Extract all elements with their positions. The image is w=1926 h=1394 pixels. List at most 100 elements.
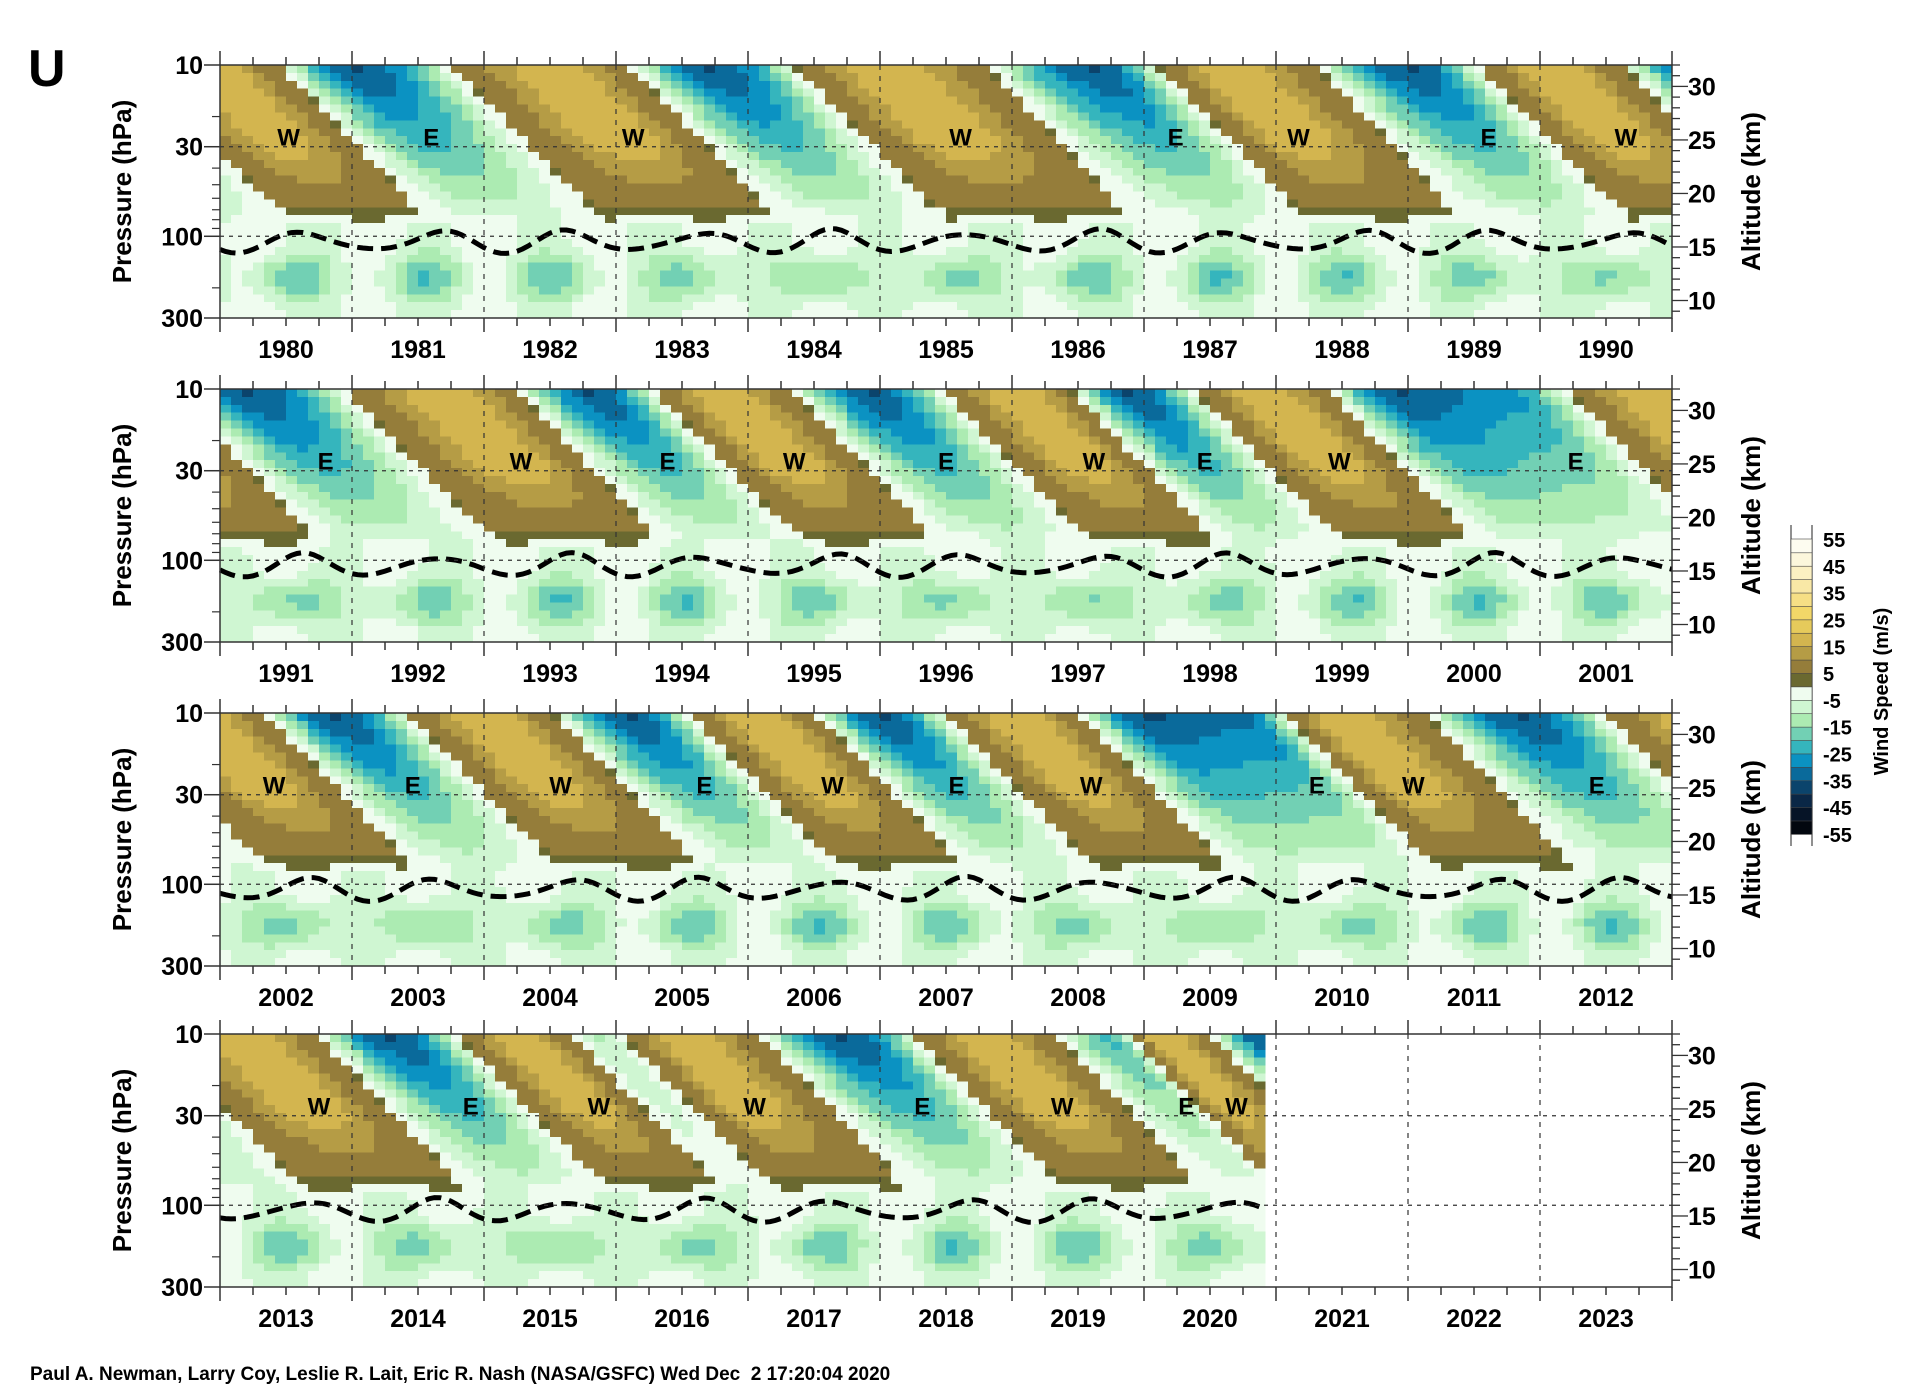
heatmap-cell: [1012, 238, 1024, 248]
heatmap-cell: [825, 136, 837, 145]
pressure-tick-label: 100: [161, 223, 203, 251]
heatmap-cell: [275, 499, 287, 509]
heatmap-cell: [748, 167, 760, 177]
heatmap-cell: [1089, 159, 1101, 169]
heatmap-cell: [1089, 183, 1101, 193]
heatmap-cell: [1298, 120, 1310, 129]
heatmap-cell: [1650, 302, 1662, 311]
heatmap-cell: [1001, 104, 1013, 114]
heatmap-cell: [836, 262, 848, 272]
heatmap-cell: [528, 310, 540, 319]
heatmap-cell: [1595, 278, 1607, 287]
heatmap-cell: [572, 270, 584, 280]
heatmap-cell: [242, 104, 254, 114]
heatmap-cell: [1639, 159, 1651, 169]
heatmap-cell: [374, 523, 386, 532]
heatmap-cell: [1430, 294, 1442, 303]
heatmap-cell: [737, 144, 749, 153]
heatmap-cell: [671, 286, 683, 295]
heatmap-cell: [1452, 223, 1464, 232]
heatmap-cell: [363, 428, 375, 438]
heatmap-cell: [1496, 294, 1508, 303]
heatmap-cell: [352, 444, 364, 453]
panel-1991-2001: 1991 1992 1993 1994 1995 1996 1997 1998 1999 2000…: [107, 375, 1766, 688]
heatmap-cell: [1452, 167, 1464, 177]
heatmap-cell: [1419, 278, 1431, 287]
heatmap-cell: [847, 128, 859, 137]
heatmap-cell: [253, 270, 265, 280]
heatmap-cell: [1243, 88, 1255, 98]
heatmap-cell: [583, 294, 595, 303]
heatmap-cell: [308, 104, 320, 114]
heatmap-cell: [1287, 238, 1299, 248]
heatmap-cell: [979, 254, 991, 264]
heatmap-cell: [517, 191, 529, 201]
heatmap-cell: [220, 483, 232, 493]
heatmap-cell: [1419, 310, 1431, 319]
heatmap-cell: [627, 136, 639, 145]
heatmap-cell: [1386, 199, 1398, 208]
heatmap-cell: [220, 183, 232, 193]
heatmap-cell: [1188, 65, 1200, 74]
heatmap-cell: [781, 151, 793, 161]
heatmap-cell: [1386, 254, 1398, 264]
heatmap-cell: [572, 88, 584, 98]
heatmap-cell: [1177, 183, 1189, 193]
heatmap-cell: [1232, 270, 1244, 280]
heatmap-cell: [561, 302, 573, 311]
heatmap-cell: [814, 65, 826, 74]
heatmap-cell: [1331, 310, 1343, 319]
heatmap-cell: [781, 112, 793, 121]
heatmap-cell: [253, 594, 265, 604]
heatmap-cell: [385, 215, 397, 224]
heatmap-cell: [693, 246, 705, 256]
heatmap-cell: [1045, 223, 1057, 232]
heatmap-cell: [572, 159, 584, 169]
heatmap-cell: [242, 144, 254, 153]
heatmap-cell: [561, 191, 573, 201]
heatmap-cell: [418, 404, 430, 414]
heatmap-cell: [1045, 96, 1057, 106]
heatmap-cell: [517, 65, 529, 74]
heatmap-cell: [759, 151, 771, 161]
heatmap-cell: [1122, 278, 1134, 287]
heatmap-cell: [1430, 136, 1442, 145]
heatmap-cell: [242, 634, 254, 643]
heatmap-cell: [374, 594, 386, 604]
heatmap-cell: [693, 215, 705, 224]
heatmap-cell: [1287, 294, 1299, 303]
heatmap-cell: [1474, 120, 1486, 129]
heatmap-cell: [946, 262, 958, 272]
heatmap-cell: [869, 294, 881, 303]
heatmap-cell: [286, 294, 298, 303]
heatmap-cell: [330, 610, 342, 619]
heatmap-cell: [1375, 88, 1387, 98]
heatmap-cell: [1232, 120, 1244, 129]
heatmap-cell: [924, 310, 936, 319]
heatmap-cell: [682, 254, 694, 264]
heatmap-cell: [1221, 183, 1233, 193]
heatmap-cell: [1320, 294, 1332, 303]
heatmap-cell: [880, 144, 892, 153]
heatmap-cell: [319, 404, 331, 414]
heatmap-cell: [1617, 199, 1629, 208]
heatmap-cell: [1485, 175, 1497, 185]
heatmap-cell: [825, 183, 837, 193]
heatmap-cell: [660, 167, 672, 177]
heatmap-cell: [1353, 112, 1365, 121]
heatmap-cell: [1485, 231, 1497, 240]
heatmap-cell: [220, 65, 232, 74]
heatmap-cell: [242, 483, 254, 493]
heatmap-cell: [869, 270, 881, 280]
heatmap-cell: [275, 460, 287, 469]
heatmap-cell: [319, 159, 331, 169]
heatmap-cell: [253, 515, 265, 525]
heatmap-cell: [1408, 80, 1420, 90]
heatmap-cell: [297, 626, 309, 635]
heatmap-cell: [616, 144, 628, 153]
heatmap-cell: [462, 96, 474, 106]
heatmap-cell: [396, 547, 408, 556]
heatmap-cell: [1045, 65, 1057, 74]
heatmap-cell: [385, 246, 397, 256]
heatmap-cell: [1254, 80, 1266, 90]
